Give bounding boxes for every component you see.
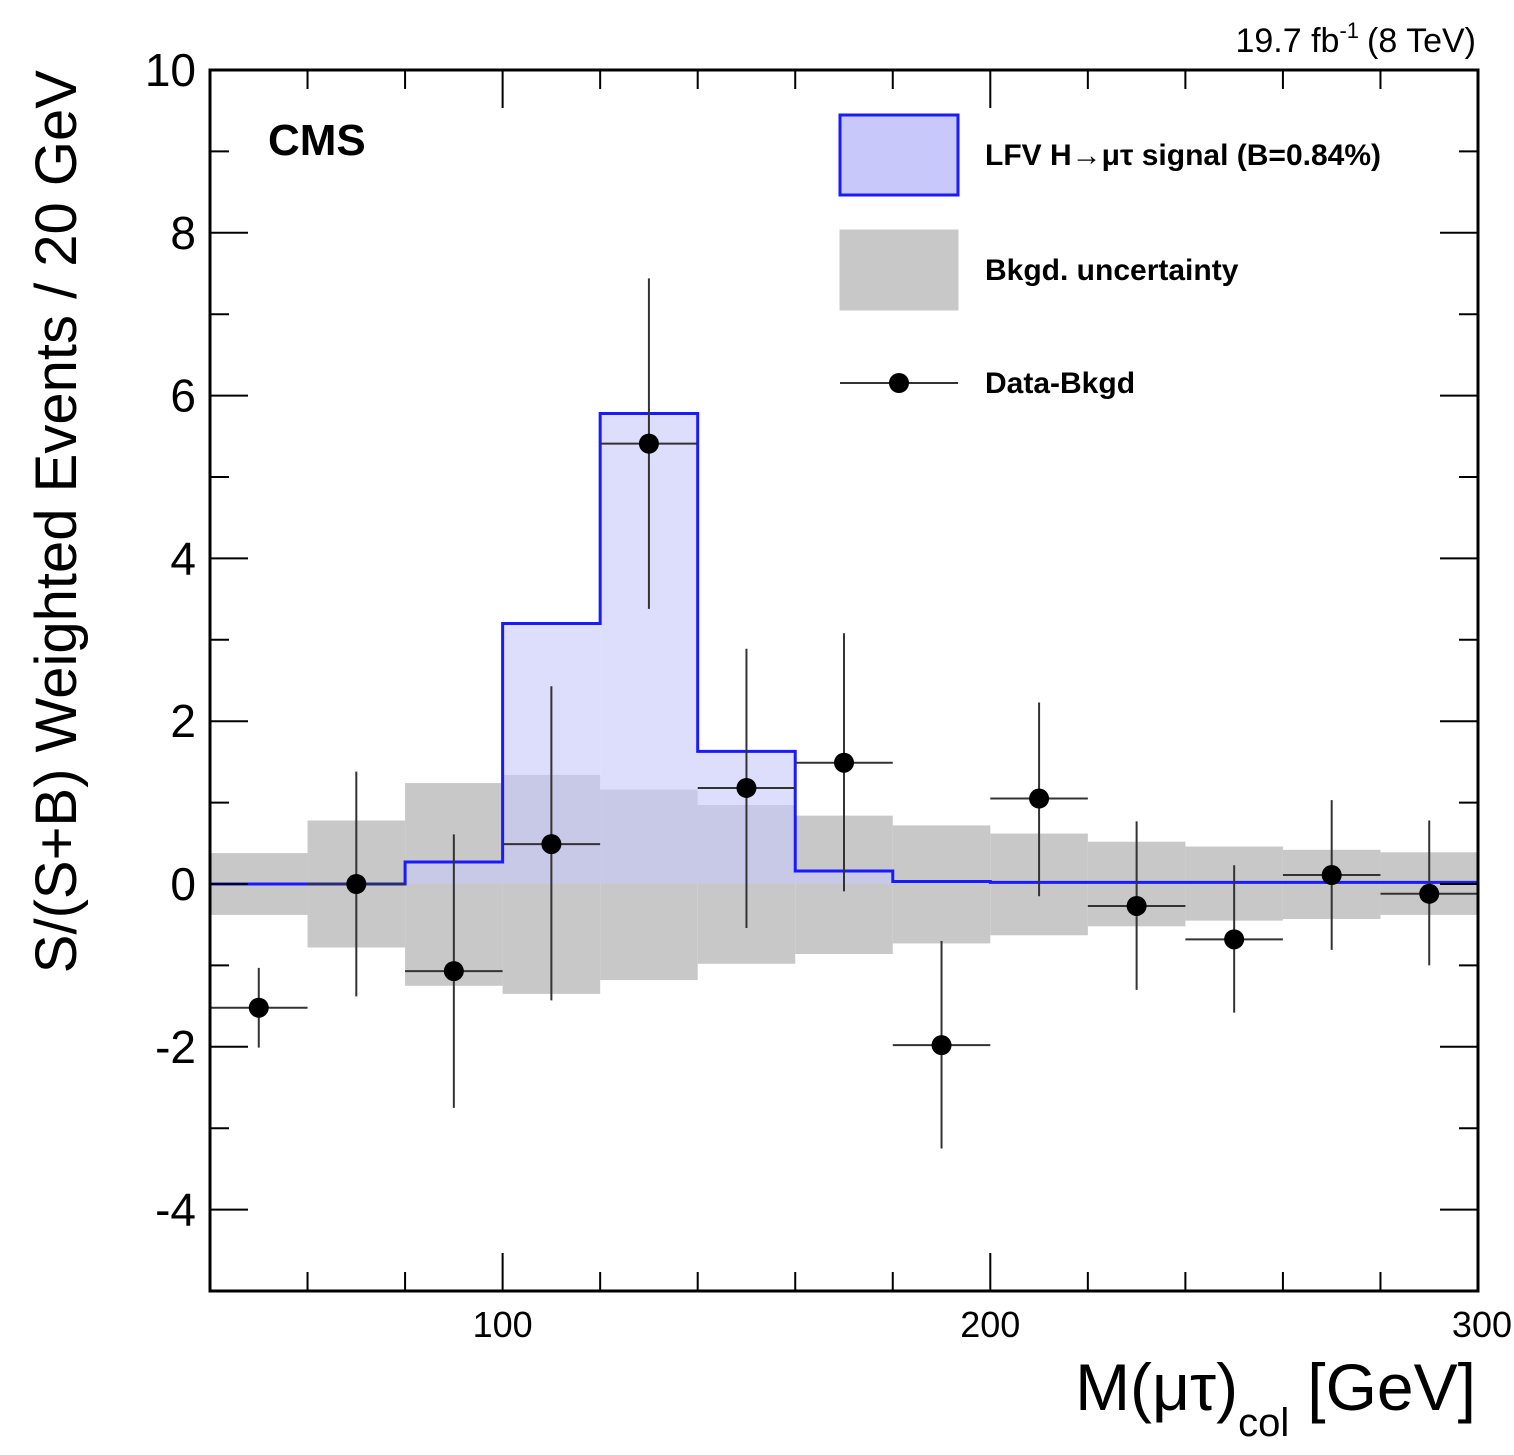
data-point <box>600 278 698 609</box>
data-point-marker <box>1126 895 1147 916</box>
luminosity-value: 19.7 fb <box>1235 22 1339 60</box>
data-point <box>502 686 601 1001</box>
luminosity-label: 19.7 fb-1 (8 TeV) <box>1235 18 1476 60</box>
data-point-marker <box>1419 883 1440 904</box>
data-point <box>1380 820 1478 966</box>
y-tick-label: 8 <box>170 207 196 259</box>
data-point <box>892 940 991 1149</box>
data-point-marker <box>736 777 757 798</box>
x-axis-title-subscript: col <box>1238 1401 1289 1445</box>
legend-label: Bkgd. uncertainty <box>985 254 1239 287</box>
legend: LFV H→μτ signal (B=0.84%) Bkgd. uncertain… <box>838 113 1381 400</box>
data-points <box>210 278 1478 1149</box>
data-point <box>1087 821 1186 990</box>
y-axis-title: S/(S+B) Weighted Events / 20 GeV <box>24 70 89 974</box>
data-point-marker <box>638 433 659 454</box>
data-point <box>405 834 503 1108</box>
legend-entry: Bkgd. uncertainty <box>839 229 1239 311</box>
legend-label: LFV H→μτ signal (B=0.84%) <box>985 139 1381 172</box>
data-point <box>697 648 796 928</box>
y-tick-label: 6 <box>170 370 196 422</box>
data-point <box>1282 800 1381 950</box>
data-point <box>210 967 308 1048</box>
signal-outline <box>210 412 1478 886</box>
x-tick-label: 100 <box>473 1304 533 1345</box>
legend-label: Data-Bkgd <box>985 367 1135 400</box>
luminosity-exponent: -1 <box>1339 18 1359 43</box>
x-tick-label: 300 <box>1452 1304 1512 1345</box>
data-point <box>990 702 1088 897</box>
data-point-marker <box>541 834 562 855</box>
data-point <box>795 633 893 892</box>
x-axis-title-unit: [GeV] <box>1307 1350 1476 1424</box>
data-point-marker <box>1321 865 1342 886</box>
legend-signal-swatch <box>838 113 960 197</box>
legend-band-swatch <box>839 229 959 311</box>
legend-data-marker <box>889 373 909 393</box>
axes: -4 -2 0 2 4 6 8 10 100 200 300 <box>145 44 1512 1345</box>
data-point-marker <box>931 1035 952 1056</box>
x-axis-title: M(μτ)col [GeV] <box>1075 1350 1476 1445</box>
x-axis-title-main: M(μτ) <box>1075 1350 1238 1424</box>
y-tick-label: 10 <box>145 44 196 96</box>
plot-frame <box>208 68 1480 1293</box>
data-point-marker <box>1224 929 1245 950</box>
y-tick-label: -4 <box>155 1184 196 1236</box>
data-point <box>307 771 406 997</box>
data-point-marker <box>248 997 269 1018</box>
data-point-marker <box>346 874 367 894</box>
y-tick-label: 0 <box>170 858 196 910</box>
data-point-marker <box>834 752 854 773</box>
data-point-marker <box>443 961 464 982</box>
uncertainty-band-bin <box>892 825 991 944</box>
legend-entry: Data-Bkgd <box>840 367 1135 400</box>
y-tick-label: 2 <box>170 695 196 747</box>
data-point-marker <box>1029 788 1050 809</box>
x-tick-label: 200 <box>960 1304 1020 1345</box>
legend-entry: LFV H→μτ signal (B=0.84%) <box>838 113 1381 197</box>
y-tick-label: 4 <box>170 532 196 584</box>
energy-label: (8 TeV) <box>1367 22 1476 60</box>
data-point <box>1185 865 1283 1013</box>
y-tick-label: -2 <box>155 1021 196 1073</box>
experiment-label: CMS <box>268 116 366 165</box>
